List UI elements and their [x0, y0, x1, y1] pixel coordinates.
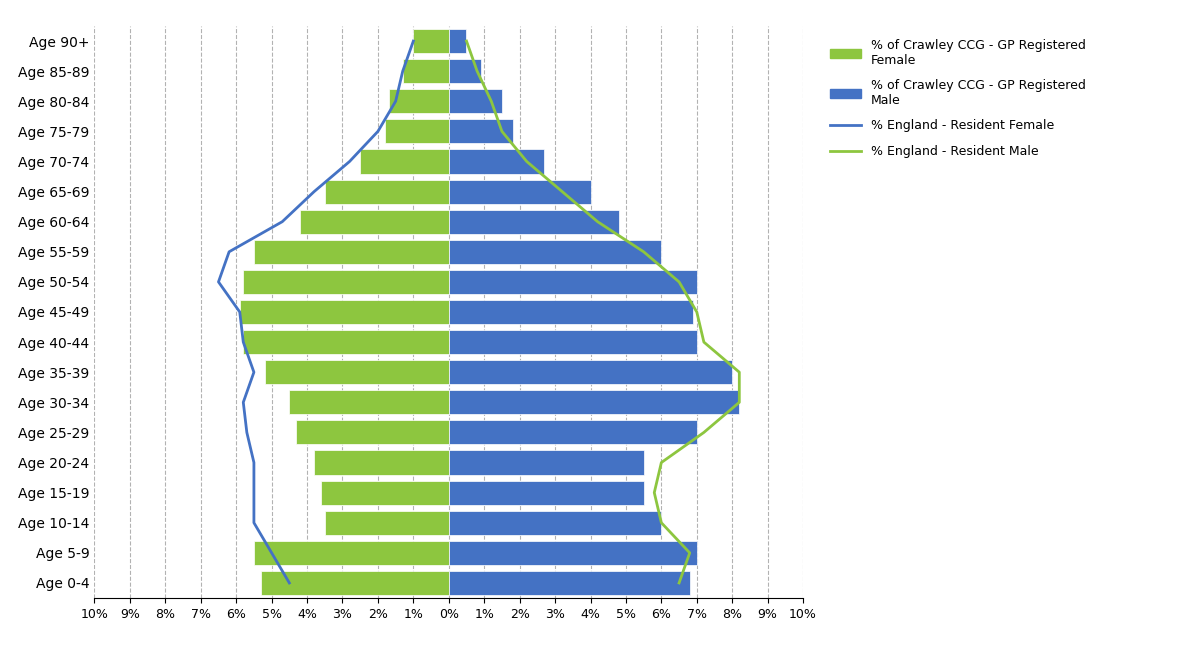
Bar	[325, 179, 449, 203]
Bar	[240, 300, 449, 324]
Legend: % of Crawley CCG - GP Registered
Female, % of Crawley CCG - GP Registered
Male, : % of Crawley CCG - GP Registered Female,…	[823, 32, 1092, 164]
Bar	[265, 360, 449, 384]
Bar	[449, 330, 697, 354]
Bar	[449, 89, 502, 113]
Bar	[449, 480, 644, 504]
Bar	[389, 89, 449, 113]
Bar	[254, 240, 449, 264]
Bar	[243, 270, 449, 294]
Bar	[449, 29, 466, 53]
Bar	[325, 511, 449, 535]
Bar	[449, 390, 739, 414]
Bar	[449, 511, 661, 535]
Bar	[261, 571, 449, 595]
Bar	[449, 571, 690, 595]
Bar	[413, 29, 449, 53]
Bar	[449, 421, 697, 445]
Bar	[300, 210, 449, 234]
Bar	[254, 541, 449, 565]
Bar	[296, 421, 449, 445]
Bar	[449, 59, 481, 83]
Bar	[289, 390, 449, 414]
Bar	[449, 360, 732, 384]
Bar	[449, 150, 544, 174]
Bar	[449, 210, 619, 234]
Bar	[385, 120, 449, 144]
Bar	[449, 541, 697, 565]
Bar	[314, 450, 449, 474]
Bar	[360, 150, 449, 174]
Bar	[321, 480, 449, 504]
Bar	[243, 330, 449, 354]
Bar	[449, 179, 590, 203]
Bar	[403, 59, 449, 83]
Bar	[449, 120, 513, 144]
Bar	[449, 300, 693, 324]
Bar	[449, 240, 661, 264]
Bar	[449, 450, 644, 474]
Bar	[449, 270, 697, 294]
